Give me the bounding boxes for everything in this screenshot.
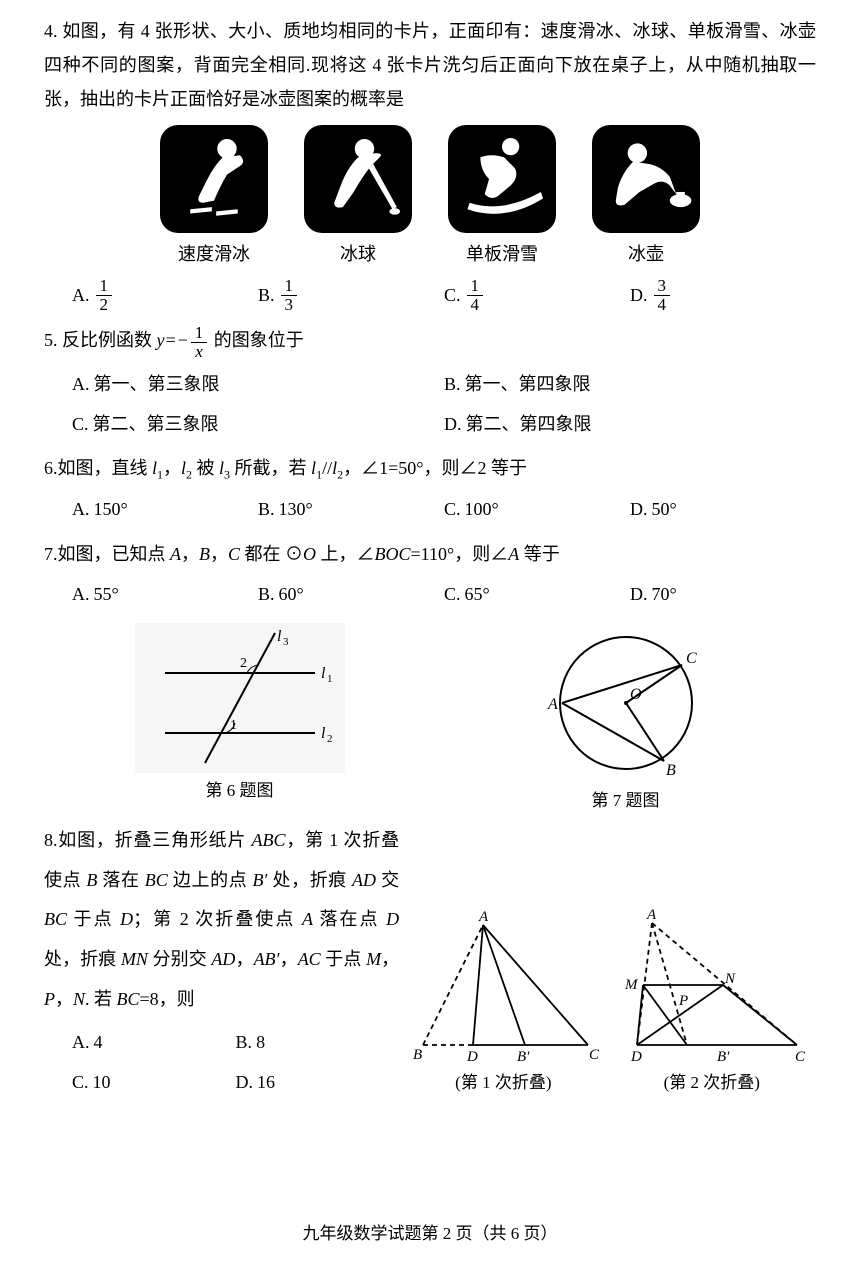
question-6: 6.如图，直线 l1，l2 被 l3 所截，若 l1//l2，∠1=50°，则∠… bbox=[44, 451, 816, 527]
q6-number: 6. bbox=[44, 458, 58, 478]
option-b: B.第一、第四象限 bbox=[444, 367, 816, 401]
svg-text:B′: B′ bbox=[517, 1049, 530, 1065]
card-curling: 冰壶 bbox=[592, 125, 700, 271]
q4-text: 4. 如图，有 4 张形状、大小、质地均相同的卡片，正面印有：速度滑冰、冰球、单… bbox=[44, 14, 816, 117]
q4-number: 4. bbox=[44, 21, 58, 41]
option-d: D.70° bbox=[630, 577, 816, 611]
q6-text: 6.如图，直线 l1，l2 被 l3 所截，若 l1//l2，∠1=50°，则∠… bbox=[44, 451, 816, 486]
q7-text: 7.如图，已知点 A，B，C 都在 ⊙O 上，∠BOC=110°，则∠A 等于 bbox=[44, 537, 816, 571]
card-ice-hockey: 冰球 bbox=[304, 125, 412, 271]
option-b: B.13 bbox=[258, 277, 444, 314]
svg-text:l: l bbox=[321, 725, 326, 742]
svg-text:B: B bbox=[413, 1047, 422, 1063]
svg-text:C: C bbox=[795, 1049, 806, 1065]
option-b: B.60° bbox=[258, 577, 444, 611]
figure-fold2: A M P N D B′ C (第 2 次折叠) bbox=[608, 905, 816, 1099]
svg-text:3: 3 bbox=[283, 636, 289, 648]
page-footer: 九年级数学试题第 2 页（共 6 页） bbox=[0, 1218, 860, 1250]
q5-options-row2: C.第二、第三象限 D.第二、第四象限 bbox=[44, 407, 816, 441]
option-d: D.第二、第四象限 bbox=[444, 407, 816, 441]
q8-text: 8.如图，折叠三角形纸片 ABC，第 1 次折叠使点 B 落在 BC 边上的点 … bbox=[44, 821, 399, 1019]
svg-text:2: 2 bbox=[240, 656, 247, 671]
option-a: A.55° bbox=[72, 577, 258, 611]
option-c: C.100° bbox=[444, 492, 630, 526]
fold2-diagram: A M P N D B′ C bbox=[617, 905, 807, 1065]
svg-text:N: N bbox=[724, 971, 736, 987]
option-c: C.10 bbox=[72, 1065, 236, 1099]
q5-number: 5. bbox=[44, 330, 58, 350]
q8-number: 8. bbox=[44, 830, 58, 850]
option-a: A.150° bbox=[72, 492, 258, 526]
svg-text:1: 1 bbox=[230, 718, 237, 733]
q4-body: 如图，有 4 张形状、大小、质地均相同的卡片，正面印有：速度滑冰、冰球、单板滑雪… bbox=[44, 21, 816, 109]
option-d: D.16 bbox=[236, 1065, 400, 1099]
card-snowboard: 单板滑雪 bbox=[448, 125, 556, 271]
option-a: A.第一、第三象限 bbox=[72, 367, 444, 401]
q7-diagram: A C B O bbox=[526, 623, 726, 783]
card-speed-skating: 速度滑冰 bbox=[160, 125, 268, 271]
q8-options-row2: C.10 D.16 bbox=[44, 1065, 399, 1099]
svg-text:A: A bbox=[646, 907, 657, 923]
option-c: C.65° bbox=[444, 577, 630, 611]
svg-text:2: 2 bbox=[327, 733, 333, 745]
svg-text:A: A bbox=[478, 909, 489, 925]
q8-options-row1: A.4 B.8 bbox=[44, 1025, 399, 1059]
option-b: B.8 bbox=[236, 1025, 400, 1059]
fold1-caption: (第 1 次折叠) bbox=[455, 1067, 551, 1099]
q7-caption: 第 7 题图 bbox=[592, 785, 660, 817]
q8-text-col: 8.如图，折叠三角形纸片 ABC，第 1 次折叠使点 B 落在 BC 边上的点 … bbox=[44, 821, 399, 1099]
option-a: A.4 bbox=[72, 1025, 236, 1059]
svg-text:P: P bbox=[678, 993, 688, 1009]
option-d: D.34 bbox=[630, 277, 816, 314]
question-4: 4. 如图，有 4 张形状、大小、质地均相同的卡片，正面印有：速度滑冰、冰球、单… bbox=[44, 14, 816, 313]
figure-q7: A C B O 第 7 题图 bbox=[526, 623, 726, 817]
svg-text:l: l bbox=[277, 628, 282, 645]
option-d: D.50° bbox=[630, 492, 816, 526]
svg-text:B: B bbox=[666, 762, 676, 779]
snowboard-icon bbox=[448, 125, 556, 233]
q4-options: A.12 B.13 C.14 D.34 bbox=[44, 277, 816, 314]
q6-options: A.150° B.130° C.100° D.50° bbox=[44, 492, 816, 526]
svg-text:C: C bbox=[686, 650, 697, 667]
question-5: 5. 反比例函数 y=−1x 的图象位于 A.第一、第三象限 B.第一、第四象限… bbox=[44, 323, 816, 441]
svg-text:D: D bbox=[466, 1049, 478, 1065]
option-a: A.12 bbox=[72, 277, 258, 314]
option-c: C.第二、第三象限 bbox=[72, 407, 444, 441]
card-label: 冰壶 bbox=[628, 237, 664, 271]
q8-figures: A B D B′ C (第 1 次折叠) A M P bbox=[399, 821, 816, 1099]
svg-text:D: D bbox=[630, 1049, 642, 1065]
q7-number: 7. bbox=[44, 544, 58, 564]
svg-text:M: M bbox=[624, 977, 639, 993]
q6-diagram: l1 l2 l3 2 1 bbox=[135, 623, 345, 773]
svg-text:B′: B′ bbox=[717, 1049, 730, 1065]
q6-caption: 第 6 题图 bbox=[206, 775, 274, 807]
question-7: 7.如图，已知点 A，B，C 都在 ⊙O 上，∠BOC=110°，则∠A 等于 … bbox=[44, 537, 816, 611]
figures-q6-q7: l1 l2 l3 2 1 第 6 题图 A C B O 第 7 题图 bbox=[44, 623, 816, 817]
svg-text:C: C bbox=[589, 1047, 600, 1063]
option-c: C.14 bbox=[444, 277, 630, 314]
svg-text:A: A bbox=[547, 696, 558, 713]
q5-text: 5. 反比例函数 y=−1x 的图象位于 bbox=[44, 323, 816, 360]
q5-options-row1: A.第一、第三象限 B.第一、第四象限 bbox=[44, 367, 816, 401]
fold2-caption: (第 2 次折叠) bbox=[664, 1067, 760, 1099]
card-label: 冰球 bbox=[340, 237, 376, 271]
svg-text:l: l bbox=[321, 665, 326, 682]
option-b: B.130° bbox=[258, 492, 444, 526]
card-label: 速度滑冰 bbox=[178, 237, 250, 271]
card-label: 单板滑雪 bbox=[466, 237, 538, 271]
speed-skating-icon bbox=[160, 125, 268, 233]
figure-q6: l1 l2 l3 2 1 第 6 题图 bbox=[135, 623, 345, 817]
q7-options: A.55° B.60° C.65° D.70° bbox=[44, 577, 816, 611]
figure-fold1: A B D B′ C (第 1 次折叠) bbox=[399, 905, 607, 1099]
curling-icon bbox=[592, 125, 700, 233]
fold1-diagram: A B D B′ C bbox=[403, 905, 603, 1065]
ice-hockey-icon bbox=[304, 125, 412, 233]
question-8: 8.如图，折叠三角形纸片 ABC，第 1 次折叠使点 B 落在 BC 边上的点 … bbox=[44, 821, 816, 1099]
svg-text:O: O bbox=[630, 686, 642, 703]
q4-cards: 速度滑冰 冰球 单板滑雪 bbox=[44, 125, 816, 271]
svg-text:1: 1 bbox=[327, 673, 333, 685]
